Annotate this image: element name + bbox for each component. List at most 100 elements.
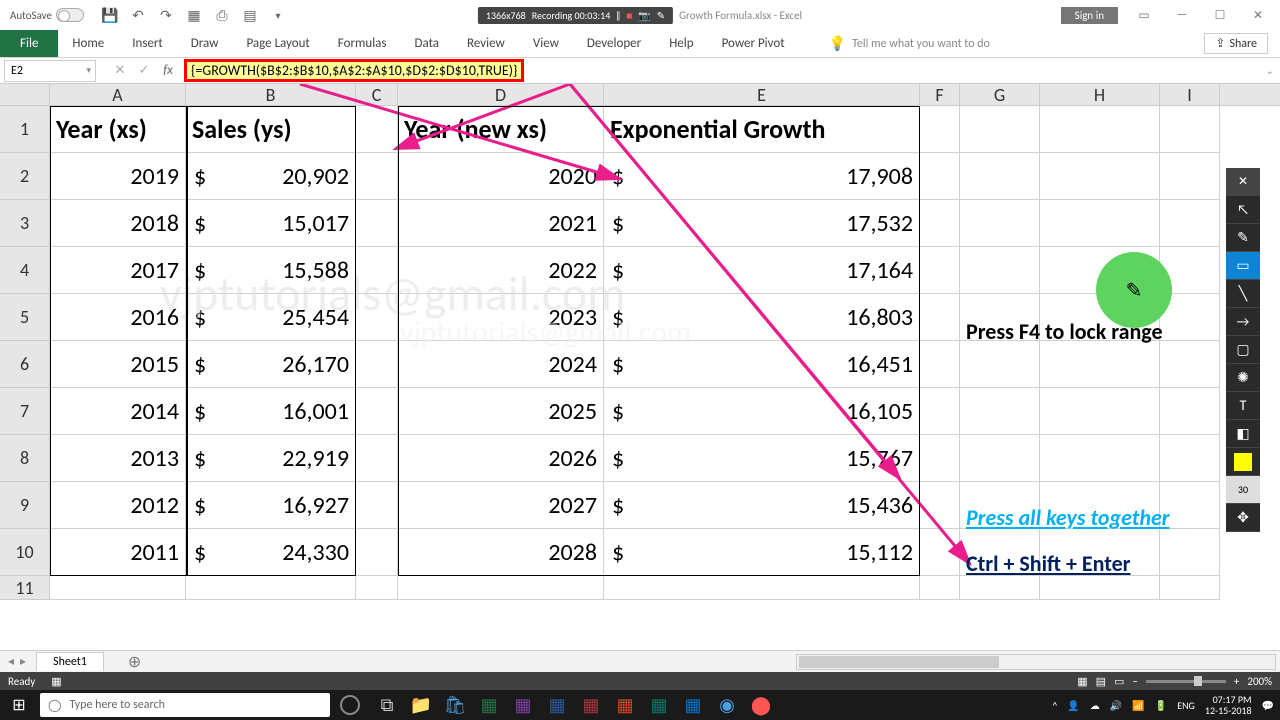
cell-D3[interactable]: 2021 [398,200,604,247]
tab-powerpivot[interactable]: Power Pivot [708,30,799,57]
cell-F3[interactable] [920,200,960,247]
cell-C1[interactable] [356,106,398,153]
tab-pagelayout[interactable]: Page Layout [232,30,323,57]
cell-F11[interactable] [920,576,960,600]
cell-H11[interactable] [1040,576,1160,600]
cell-C6[interactable] [356,341,398,388]
cell-C7[interactable] [356,388,398,435]
cell-F2[interactable] [920,153,960,200]
cell-E4[interactable]: $17,164 [604,247,920,294]
cell-C11[interactable] [356,576,398,600]
col-C[interactable]: C [356,84,398,105]
col-G[interactable]: G [960,84,1040,105]
row-header-1[interactable]: 1 [0,106,50,153]
ann-eraser-icon[interactable]: ◧ [1226,420,1260,448]
cell-E11[interactable] [604,576,920,600]
formula-expand-icon[interactable]: ⌄ [1266,64,1274,77]
tab-developer[interactable]: Developer [573,30,655,57]
undo-icon[interactable]: ↶ [130,7,146,23]
view-normal-icon[interactable]: ▦ [1077,675,1087,688]
camera-icon[interactable]: 📷 [638,9,650,22]
onenote-icon[interactable]: ▦ [506,690,540,720]
tab-insert[interactable]: Insert [118,30,177,57]
tray-lang[interactable]: ENG [1177,699,1195,712]
name-box[interactable]: E2 [4,60,96,82]
cell-B3[interactable]: $15,017 [186,200,356,247]
publisher-icon[interactable]: ▦ [642,690,676,720]
app-icon[interactable]: ◉ [710,690,744,720]
cell-F10[interactable] [920,529,960,576]
cell-G4[interactable] [960,247,1040,294]
col-F[interactable]: F [920,84,960,105]
cell-I1[interactable] [1160,106,1220,153]
tab-help[interactable]: Help [655,30,707,57]
cell-G8[interactable] [960,435,1040,482]
cell-I2[interactable] [1160,153,1220,200]
zoom-level[interactable]: 200% [1247,675,1272,688]
qat-icon-1[interactable]: ▦ [186,7,202,23]
cell-B8[interactable]: $22,919 [186,435,356,482]
tab-formulas[interactable]: Formulas [324,30,401,57]
col-D[interactable]: D [398,84,604,105]
cell-G11[interactable] [960,576,1040,600]
qat-more-icon[interactable]: ▾ [270,7,286,23]
cell-E2[interactable]: $17,908 [604,153,920,200]
cell-D2[interactable]: 2020 [398,153,604,200]
cell-I8[interactable] [1160,435,1220,482]
ann-text-icon[interactable]: T [1226,392,1260,420]
toggle-switch[interactable] [56,8,84,22]
maximize-icon[interactable]: ☐ [1208,8,1232,23]
macro-icon[interactable]: ▦ [51,675,61,688]
cell-E10[interactable]: $15,112 [604,529,920,576]
cell-F6[interactable] [920,341,960,388]
cell-A8[interactable]: 2013 [50,435,186,482]
sheet-tab-1[interactable]: Sheet1 [36,652,104,671]
ann-color-yellow[interactable] [1226,448,1260,476]
cell-H2[interactable] [1040,153,1160,200]
save-icon[interactable]: 💾 [102,7,118,23]
cell-I7[interactable] [1160,388,1220,435]
tray-onedrive-icon[interactable]: ☁ [1090,699,1100,712]
tray-network-icon[interactable]: 🔊 [1110,699,1122,712]
word-icon[interactable]: ▦ [540,690,574,720]
qat-icon-3[interactable]: ▤ [242,7,258,23]
cell-G2[interactable] [960,153,1040,200]
outlook-icon[interactable]: ▦ [676,690,710,720]
qat-icon-2[interactable]: ⎙ [214,7,230,23]
cell-A7[interactable]: 2014 [50,388,186,435]
cell-A1[interactable]: Year (xs) [50,106,186,153]
store-icon[interactable]: 🛍 [438,690,472,720]
ann-rect-icon[interactable]: ▢ [1226,336,1260,364]
autosave-toggle[interactable]: AutoSave [10,8,84,22]
cell-B11[interactable] [186,576,356,600]
cell-G3[interactable] [960,200,1040,247]
pause-icon[interactable]: ‖ [616,9,620,22]
cell-C2[interactable] [356,153,398,200]
row-header-2[interactable]: 2 [0,153,50,200]
tab-home[interactable]: Home [58,30,118,57]
cell-F9[interactable] [920,482,960,529]
ann-arrow-icon[interactable]: → [1226,308,1260,336]
cell-E8[interactable]: $15,767 [604,435,920,482]
cell-A5[interactable]: 2016 [50,294,186,341]
ann-highlighter-icon[interactable]: ▭ [1226,252,1260,280]
horizontal-scrollbar[interactable] [796,654,1276,670]
cell-D1[interactable]: Year (new xs) [398,106,604,153]
minimize-icon[interactable]: — [1170,8,1194,22]
cell-I3[interactable] [1160,200,1220,247]
ann-move-icon[interactable]: ✥ [1226,504,1260,532]
close-icon[interactable]: ✕ [1246,8,1270,23]
cell-E3[interactable]: $17,532 [604,200,920,247]
row-header-7[interactable]: 7 [0,388,50,435]
cell-H1[interactable] [1040,106,1160,153]
new-sheet-button[interactable]: ⊕ [112,650,157,674]
ribbon-options-icon[interactable]: ▭ [1132,8,1156,23]
cell-C9[interactable] [356,482,398,529]
access-icon[interactable]: ▦ [574,690,608,720]
pencil-icon[interactable]: ✎ [657,9,665,22]
signin-button[interactable]: Sign in [1061,7,1118,24]
view-break-icon[interactable]: ▭ [1114,675,1124,688]
col-B[interactable]: B [186,84,356,105]
row-header-11[interactable]: 11 [0,576,50,600]
sheet-nav[interactable]: ◂▸ [6,654,28,669]
